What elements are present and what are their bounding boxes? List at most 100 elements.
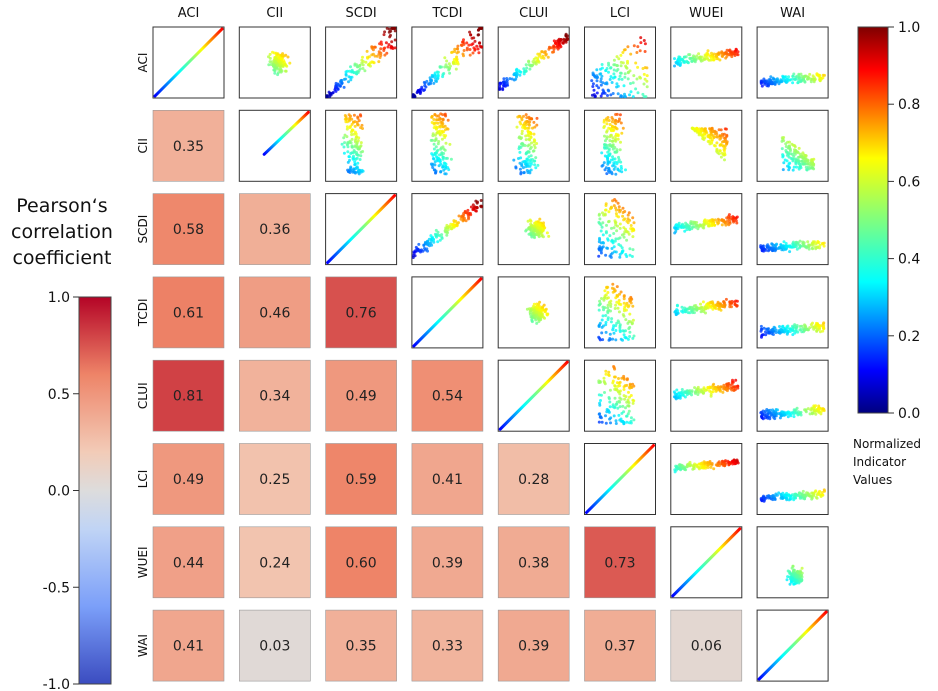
- scatter-point: [616, 384, 620, 388]
- scatter-point: [604, 414, 607, 418]
- scatter-point: [673, 57, 676, 61]
- scatter-point: [607, 61, 610, 65]
- scatter-point: [639, 36, 643, 40]
- scatter-point: [823, 489, 826, 493]
- scatter-point: [435, 114, 439, 118]
- scatter-point: [728, 300, 732, 304]
- scatter-point: [453, 50, 457, 53]
- scatter-point: [532, 61, 536, 65]
- scatter-point: [618, 405, 622, 409]
- scatter-point: [600, 318, 604, 322]
- correlation-colorbar-tick-label: 0.5: [48, 387, 70, 403]
- scatter-point: [628, 395, 631, 399]
- correlation-value-label: 0.76: [346, 305, 377, 321]
- scatter-point: [706, 386, 710, 390]
- scatter-point: [712, 52, 716, 56]
- scatter-point: [759, 497, 763, 500]
- scatter-point: [780, 496, 784, 500]
- scatter-point: [713, 387, 717, 391]
- scatter-point: [615, 321, 619, 325]
- scatter-point: [609, 93, 613, 97]
- scatter-point: [703, 127, 707, 131]
- scatter-point: [797, 73, 801, 77]
- scatter-point: [604, 372, 608, 376]
- scatter-point: [468, 48, 472, 51]
- scatter-point: [528, 147, 532, 151]
- scatter-point: [411, 94, 415, 98]
- scatter-point: [622, 297, 626, 301]
- correlation-value-label: 0.59: [346, 472, 377, 488]
- scatter-point: [367, 55, 371, 59]
- scatter-point: [608, 123, 612, 126]
- scatter-point: [520, 118, 524, 122]
- scatter-point: [816, 328, 820, 332]
- scatter-point: [612, 58, 616, 62]
- scatter-point: [687, 226, 691, 230]
- scatter-point: [626, 70, 630, 74]
- scatter-cell-aci-scdi: [325, 26, 398, 99]
- scatter-point: [626, 221, 630, 225]
- scatter-point: [433, 168, 437, 172]
- scatter-point: [607, 370, 611, 374]
- scatter-point: [629, 416, 633, 420]
- scatter-point: [795, 165, 799, 169]
- scatter-point: [631, 248, 635, 252]
- scatter-point: [760, 334, 764, 338]
- scatter-points: [325, 26, 397, 99]
- scatter-point: [627, 409, 631, 413]
- scatter-point: [604, 143, 608, 147]
- scatter-cell-scdi-wuei: [670, 193, 743, 266]
- scatter-point: [607, 409, 611, 413]
- scatter-points: [597, 198, 636, 259]
- scatter-point: [423, 81, 427, 85]
- scatter-point: [383, 53, 387, 57]
- scatter-point: [802, 75, 806, 79]
- scatter-point: [699, 302, 702, 306]
- scatter-point: [609, 66, 612, 70]
- scatter-frame: [756, 276, 829, 349]
- scatter-point: [618, 255, 622, 259]
- scatter-point: [768, 78, 772, 81]
- scatter-point: [469, 33, 473, 37]
- scatter-point: [701, 133, 705, 137]
- scatter-point: [603, 145, 606, 149]
- scatter-point: [697, 132, 701, 136]
- scatter-point: [619, 417, 623, 421]
- scatter-point: [534, 166, 538, 170]
- scatter-point: [817, 404, 821, 408]
- scatter-point: [725, 134, 729, 138]
- scatter-point: [734, 219, 738, 223]
- scatter-point: [789, 580, 793, 584]
- scatter-point: [631, 216, 635, 220]
- scatter-points: [673, 458, 740, 474]
- scatter-point: [383, 30, 387, 34]
- identity-line: [412, 277, 483, 348]
- scatter-point: [453, 47, 457, 51]
- correlation-colorbar-tick-label: -0.5: [43, 580, 70, 596]
- scatter-point: [626, 213, 630, 217]
- scatter-point: [329, 93, 333, 97]
- scatter-point: [436, 73, 440, 77]
- correlation-value-label: 0.81: [173, 389, 204, 405]
- scatter-point: [636, 91, 640, 95]
- scatter-point: [794, 328, 798, 332]
- scatter-point: [529, 154, 533, 158]
- scatter-point: [610, 226, 613, 230]
- scatter-point: [728, 220, 732, 224]
- scatter-point: [622, 232, 626, 236]
- correlation-colorbar-gradient: [78, 296, 112, 685]
- value-colorbar-tick-label: 0.4: [898, 252, 920, 268]
- scatter-point: [267, 63, 271, 67]
- scatter-point: [690, 225, 694, 229]
- scatter-point: [628, 382, 632, 386]
- diagonal-cell-cii: [238, 109, 311, 182]
- scatter-point: [700, 55, 704, 59]
- scatter-point: [605, 130, 609, 134]
- scatter-point: [780, 147, 784, 151]
- scatter-point: [798, 245, 802, 249]
- scatter-point: [715, 147, 719, 151]
- value-colorbar-tick-label: 0.8: [898, 97, 920, 113]
- scatter-point: [599, 72, 603, 76]
- scatter-point: [512, 158, 516, 162]
- scatter-point: [445, 59, 449, 63]
